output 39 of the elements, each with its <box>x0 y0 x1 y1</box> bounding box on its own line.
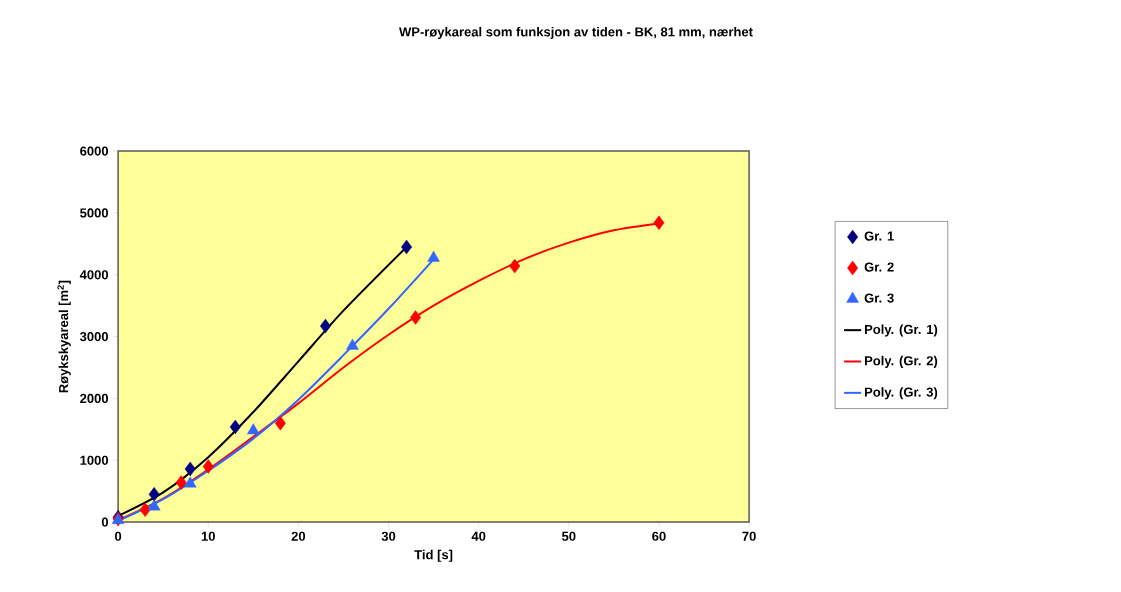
y-tick-label: 3000 <box>79 332 109 342</box>
x-tick-label: 10 <box>201 531 215 541</box>
point <box>653 215 665 231</box>
y-tick-label: 4000 <box>79 270 109 280</box>
point <box>175 475 187 490</box>
point <box>147 499 161 511</box>
y-tick-label: 1000 <box>80 455 109 465</box>
legend-label: Poly. (Gr. 1) <box>864 324 938 337</box>
x-tick-label: 30 <box>381 531 396 541</box>
legend-label: Poly. (Gr. 3) <box>864 387 938 400</box>
y-tick-label: 5000 <box>80 208 109 218</box>
x-tick-label: 70 <box>742 531 756 541</box>
point <box>509 258 521 274</box>
x-tick-label: 40 <box>471 531 486 541</box>
point <box>184 461 196 477</box>
point <box>427 250 440 262</box>
legend-label: Gr. 1 <box>864 231 894 241</box>
chart-title: WP-røykareal som funksjon av tiden - BK, 81 mm, nærhet <box>399 26 753 40</box>
point <box>183 476 197 488</box>
y-tick-label: 2000 <box>80 393 109 404</box>
point <box>410 310 422 325</box>
y-tick-label: 6000 <box>80 146 109 156</box>
point <box>274 415 286 431</box>
y-tick-label: 0 <box>101 517 109 527</box>
point <box>202 459 214 474</box>
y-axis-title: Røykskyareal [m$^{2}$] <box>57 280 71 393</box>
point <box>346 338 359 350</box>
x-tick-label: 0 <box>115 531 122 541</box>
point <box>247 423 260 435</box>
legend-label: Poly. (Gr. 2) <box>864 355 938 368</box>
point <box>319 318 331 334</box>
x-tick-label: 20 <box>291 531 306 541</box>
point <box>229 419 241 435</box>
point <box>148 487 160 502</box>
legend-label: Gr. 3 <box>864 293 894 303</box>
x-tick-label: 50 <box>561 531 576 541</box>
x-tick-label: 60 <box>652 531 666 541</box>
x-axis-title: Tid [s] <box>414 549 453 562</box>
legend-label: Gr. 2 <box>864 262 894 272</box>
